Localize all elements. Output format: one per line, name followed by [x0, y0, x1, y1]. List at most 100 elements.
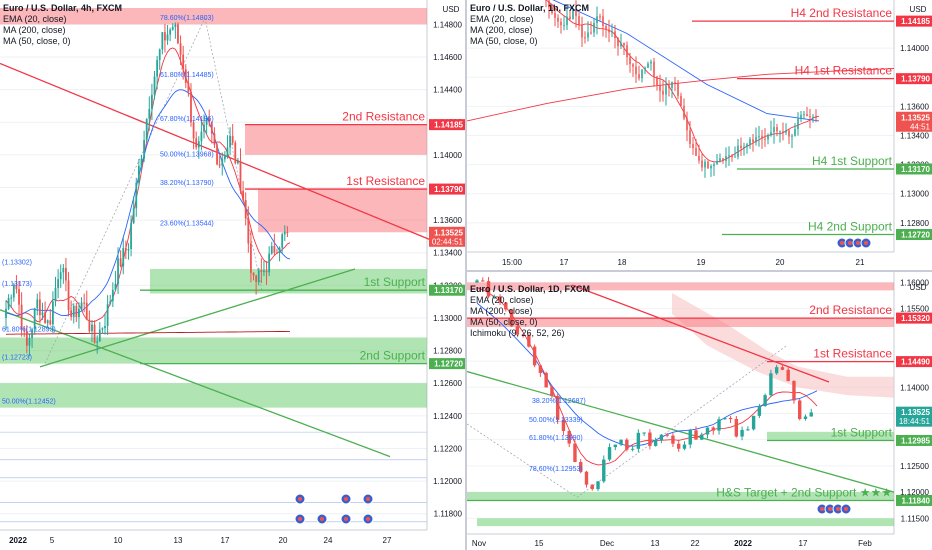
- h4-candle: [270, 245, 273, 254]
- h4-candle: [109, 301, 112, 305]
- h1-candle: [674, 82, 676, 84]
- h4-level-price-tag-bg: [429, 358, 465, 370]
- h1-candle: [725, 155, 727, 161]
- h4-candle: [166, 34, 169, 41]
- h1-y-tick-label: 1.13000: [900, 190, 929, 199]
- h1-candle: [797, 118, 799, 129]
- h4-candle: [234, 142, 237, 164]
- d1-level-price-tag-bg: [896, 494, 932, 506]
- d1-candle: [498, 296, 502, 303]
- h1-ma200-line: [467, 68, 895, 122]
- d1-title: Euro / U.S. Dollar, 1D, FXCM: [470, 284, 591, 294]
- h1-indicator-ema: EMA (20, close): [470, 14, 534, 24]
- h1-current-price-tag-bg: [896, 111, 932, 132]
- d1-chart-panel[interactable]: 1.160001.155001.145001.140001.135001.130…: [467, 272, 932, 550]
- h4-x-tick-label: 2022: [9, 536, 27, 545]
- d1-candle: [515, 326, 520, 335]
- d1-candle: [665, 434, 669, 436]
- d1-support-zone: [467, 492, 894, 501]
- h1-candle: [638, 74, 640, 79]
- h4-title: Euro / U.S. Dollar, 4h, FXCM: [3, 3, 123, 13]
- vertical-divider[interactable]: [465, 0, 467, 550]
- d1-fib-label: 50.00%(1.13339): [529, 417, 583, 424]
- h1-candle: [803, 114, 805, 116]
- horizontal-divider[interactable]: [467, 270, 932, 272]
- h4-candle: [278, 247, 281, 253]
- h1-candle: [599, 16, 601, 18]
- h1-indicator-ma50: MA (50, close, 0): [470, 36, 538, 46]
- h4-candle: [231, 135, 234, 143]
- d1-candle: [711, 427, 715, 431]
- d1-candle: [573, 443, 577, 463]
- d1-candle: [763, 395, 767, 407]
- h4-candle: [174, 24, 177, 28]
- d1-candle: [607, 447, 612, 460]
- h4-candle: [192, 122, 195, 139]
- h1-x-tick-label: 15:00: [502, 258, 523, 267]
- d1-candle: [746, 429, 750, 431]
- h1-candle: [593, 22, 595, 33]
- h4-fib-label: 61.80%(1.14485): [160, 72, 214, 79]
- d1-fib-label: 38.20%(1.12687): [532, 398, 586, 405]
- h1-candle: [605, 26, 607, 30]
- d1-level-price-tag: 1.15320: [901, 314, 930, 323]
- h1-candle: [596, 16, 598, 23]
- d1-candle: [682, 444, 687, 449]
- h1-candle: [563, 25, 565, 27]
- h4-chart-svg[interactable]: 1.148001.146001.144001.142001.140001.138…: [0, 0, 465, 550]
- d1-chart-svg[interactable]: 1.160001.155001.145001.140001.135001.130…: [467, 272, 932, 550]
- h4-indicator-ema: EMA (20, close): [3, 14, 67, 24]
- d1-candle: [700, 434, 704, 440]
- d1-x-tick-label: 13: [651, 539, 660, 548]
- h1-level-price-tag-bg: [896, 15, 932, 27]
- h1-candle: [623, 43, 625, 46]
- h4-level-price-tag: 1.14185: [434, 121, 463, 130]
- h4-lower-event-flag-dot-icon: [320, 517, 324, 521]
- d1-candle: [584, 471, 589, 485]
- h4-candle: [276, 252, 278, 254]
- h4-candle: [67, 280, 70, 311]
- h1-chart-svg[interactable]: 1.140001.138001.136001.134001.132001.130…: [467, 0, 932, 270]
- h1-candle: [587, 32, 589, 38]
- h4-candle: [145, 118, 148, 141]
- h1-candle: [692, 143, 694, 149]
- h1-chart-panel[interactable]: 1.140001.138001.136001.134001.132001.130…: [467, 0, 932, 270]
- h4-candle: [96, 341, 99, 343]
- h4-x-tick-label: 27: [383, 536, 392, 545]
- h4-event-flag-dot-icon: [344, 497, 348, 501]
- h4-fib-label: (1.13302): [2, 260, 32, 267]
- d1-candle: [809, 412, 813, 417]
- h4-fib-label: (1.12723): [2, 354, 32, 361]
- h4-candle: [57, 279, 60, 289]
- d1-support-trendline: [467, 370, 895, 493]
- h1-candle: [713, 164, 715, 166]
- h4-lower-event-flag-dot-icon: [298, 517, 302, 521]
- h4-candle: [205, 118, 208, 125]
- d1-level-price-tag: 1.11840: [902, 496, 931, 505]
- h1-candle: [800, 115, 802, 119]
- d1-y-tick-label: 1.16000: [900, 278, 929, 287]
- h1-candle: [737, 145, 739, 157]
- h1-event-flag-dot-icon: [856, 241, 860, 245]
- d1-candle: [757, 406, 762, 416]
- h1-level-price-tag: 1.13170: [901, 165, 930, 174]
- h4-candle: [65, 267, 67, 281]
- h4-candle: [250, 243, 252, 273]
- h1-y-tick-label: 1.13400: [900, 131, 929, 140]
- h4-candle: [281, 234, 284, 248]
- h1-candle: [662, 90, 664, 95]
- d1-level-price-tag-bg: [896, 434, 932, 446]
- h4-candle: [252, 272, 255, 276]
- h1-candle: [548, 0, 550, 8]
- h1-candle: [812, 116, 814, 118]
- h4-candle: [70, 310, 73, 317]
- h4-level-label: 1st Resistance: [346, 174, 425, 188]
- h1-candle: [614, 31, 616, 39]
- d1-candle: [676, 443, 681, 449]
- h4-chart-panel[interactable]: 1.148001.146001.144001.142001.140001.138…: [0, 0, 465, 550]
- h1-candle: [809, 116, 811, 118]
- h4-fib-label: 78.60%(1.14803): [160, 15, 214, 22]
- h1-candle: [728, 155, 730, 157]
- h4-level-label: 2nd Resistance: [342, 110, 425, 124]
- h4-candle: [49, 320, 52, 325]
